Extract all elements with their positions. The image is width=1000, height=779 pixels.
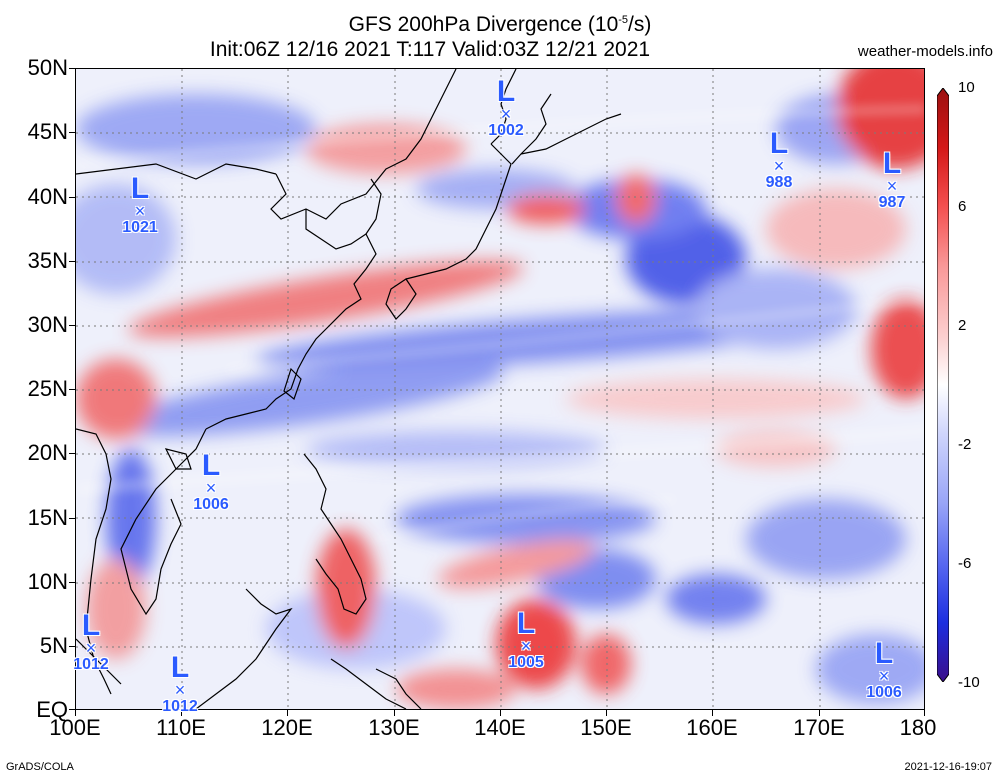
lat-label-15n: 15N bbox=[27, 505, 68, 530]
center-x-icon: × bbox=[878, 666, 890, 686]
low-symbol: L bbox=[81, 609, 101, 642]
low-pressure-marker: L × 1006 bbox=[849, 637, 919, 702]
colorbar-label-neg2: -2 bbox=[958, 436, 972, 453]
coastlines bbox=[76, 69, 622, 709]
center-x-icon: × bbox=[500, 104, 512, 124]
lon-label-120e: 120E bbox=[261, 715, 313, 740]
pressure-value: 988 bbox=[765, 174, 793, 191]
lat-label-45n: 45N bbox=[27, 119, 68, 144]
colorbar bbox=[937, 88, 949, 682]
low-pressure-marker: L × 1012 bbox=[145, 651, 215, 716]
lat-label-30n: 30N bbox=[27, 312, 68, 337]
lon-tick bbox=[819, 710, 820, 716]
map-subtitle: Init:06Z 12/16 2021 T:117 Valid:03Z 12/2… bbox=[209, 38, 651, 61]
colorbar-label-10: 10 bbox=[958, 79, 975, 96]
lat-tick bbox=[69, 261, 75, 262]
pressure-value: 1012 bbox=[162, 698, 198, 715]
lon-tick bbox=[500, 710, 501, 716]
center-x-icon: × bbox=[773, 156, 785, 176]
lat-tick bbox=[69, 518, 75, 519]
lon-tick bbox=[712, 710, 713, 716]
colorbar-label-neg10: -10 bbox=[958, 674, 980, 691]
site-credit: weather-models.info bbox=[857, 43, 993, 60]
low-pressure-marker: L × 988 bbox=[744, 127, 814, 192]
low-symbol: L bbox=[130, 172, 150, 205]
low-pressure-marker: L × 1002 bbox=[471, 75, 541, 140]
lon-label-100e: 100E bbox=[49, 715, 101, 740]
low-pressure-marker: L × 1006 bbox=[176, 449, 246, 514]
map-gridlines bbox=[76, 69, 924, 709]
low-symbol: L bbox=[769, 127, 789, 160]
divergence-map bbox=[75, 68, 925, 710]
lon-label-160e: 160E bbox=[686, 715, 738, 740]
pressure-value: 1002 bbox=[488, 122, 524, 139]
low-pressure-marker: L × 1005 bbox=[491, 607, 561, 672]
lat-tick bbox=[69, 582, 75, 583]
colorbar-label-neg6: -6 bbox=[958, 555, 972, 572]
divergence-field bbox=[76, 69, 924, 709]
footer-timestamp: 2021-12-16-19:07 bbox=[904, 761, 992, 773]
center-x-icon: × bbox=[520, 636, 532, 656]
pressure-value: 1021 bbox=[122, 219, 158, 236]
low-symbol: L bbox=[874, 637, 894, 670]
lat-label-20n: 20N bbox=[27, 440, 68, 465]
lat-tick bbox=[69, 68, 75, 69]
pressure-value: 1006 bbox=[866, 684, 902, 701]
pressure-value: 1005 bbox=[508, 654, 544, 671]
low-pressure-marker: L × 1012 bbox=[56, 609, 126, 674]
colorbar-label-6: 6 bbox=[958, 198, 967, 215]
center-x-icon: × bbox=[886, 176, 898, 196]
lon-tick bbox=[287, 710, 288, 716]
pressure-value: 1006 bbox=[193, 496, 229, 513]
lat-label-25n: 25N bbox=[27, 376, 68, 401]
lon-tick bbox=[606, 710, 607, 716]
lat-label-10n: 10N bbox=[27, 569, 68, 594]
center-x-icon: × bbox=[134, 201, 146, 221]
lat-tick bbox=[69, 646, 75, 647]
lat-label-35n: 35N bbox=[27, 248, 68, 273]
lon-tick bbox=[181, 710, 182, 716]
center-x-icon: × bbox=[85, 638, 97, 658]
low-symbol: L bbox=[882, 147, 902, 180]
lat-label-5n: 5N bbox=[39, 633, 68, 658]
lat-tick bbox=[69, 197, 75, 198]
lon-tick bbox=[924, 710, 925, 716]
low-symbol: L bbox=[496, 75, 516, 108]
lat-tick bbox=[69, 709, 75, 710]
low-symbol: L bbox=[516, 607, 536, 640]
lat-tick bbox=[69, 389, 75, 390]
lat-tick bbox=[69, 325, 75, 326]
center-x-icon: × bbox=[174, 680, 186, 700]
lon-label-180: 180 bbox=[899, 715, 937, 740]
pressure-value: 1012 bbox=[73, 656, 109, 673]
lat-tick bbox=[69, 453, 75, 454]
low-pressure-marker: L × 1021 bbox=[105, 172, 175, 237]
footer-credit: GrADS/COLA bbox=[6, 761, 74, 773]
low-pressure-marker: L × 987 bbox=[857, 147, 927, 212]
pressure-value: 987 bbox=[878, 194, 906, 211]
center-x-icon: × bbox=[205, 478, 217, 498]
lat-label-40n: 40N bbox=[27, 184, 68, 209]
colorbar-label-2: 2 bbox=[958, 317, 967, 334]
lon-tick bbox=[394, 710, 395, 716]
lat-label-50n: 50N bbox=[27, 55, 68, 80]
lon-label-140e: 140E bbox=[474, 715, 526, 740]
lon-label-150e: 150E bbox=[580, 715, 632, 740]
lat-tick bbox=[69, 132, 75, 133]
lon-label-130e: 130E bbox=[368, 715, 420, 740]
low-symbol: L bbox=[201, 449, 221, 482]
lon-label-110e: 110E bbox=[156, 715, 206, 740]
low-symbol: L bbox=[170, 651, 190, 684]
lat-label-eq: EQ bbox=[36, 697, 68, 722]
lon-label-170e: 170E bbox=[793, 715, 845, 740]
lon-tick bbox=[75, 710, 76, 716]
map-title: GFS 200hPa Divergence (10-5/s) bbox=[348, 13, 652, 36]
